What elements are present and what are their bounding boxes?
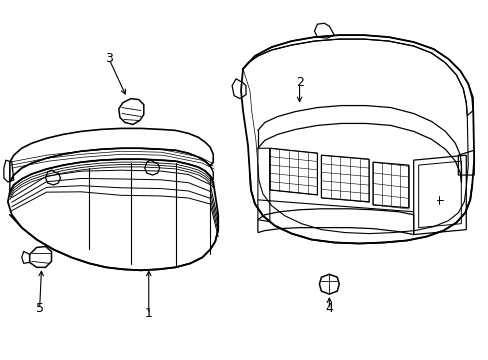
Text: 3: 3 [105,53,113,66]
Text: 4: 4 [325,302,333,315]
Text: 5: 5 [36,302,43,315]
Text: 2: 2 [295,76,303,89]
Text: 1: 1 [144,307,152,320]
